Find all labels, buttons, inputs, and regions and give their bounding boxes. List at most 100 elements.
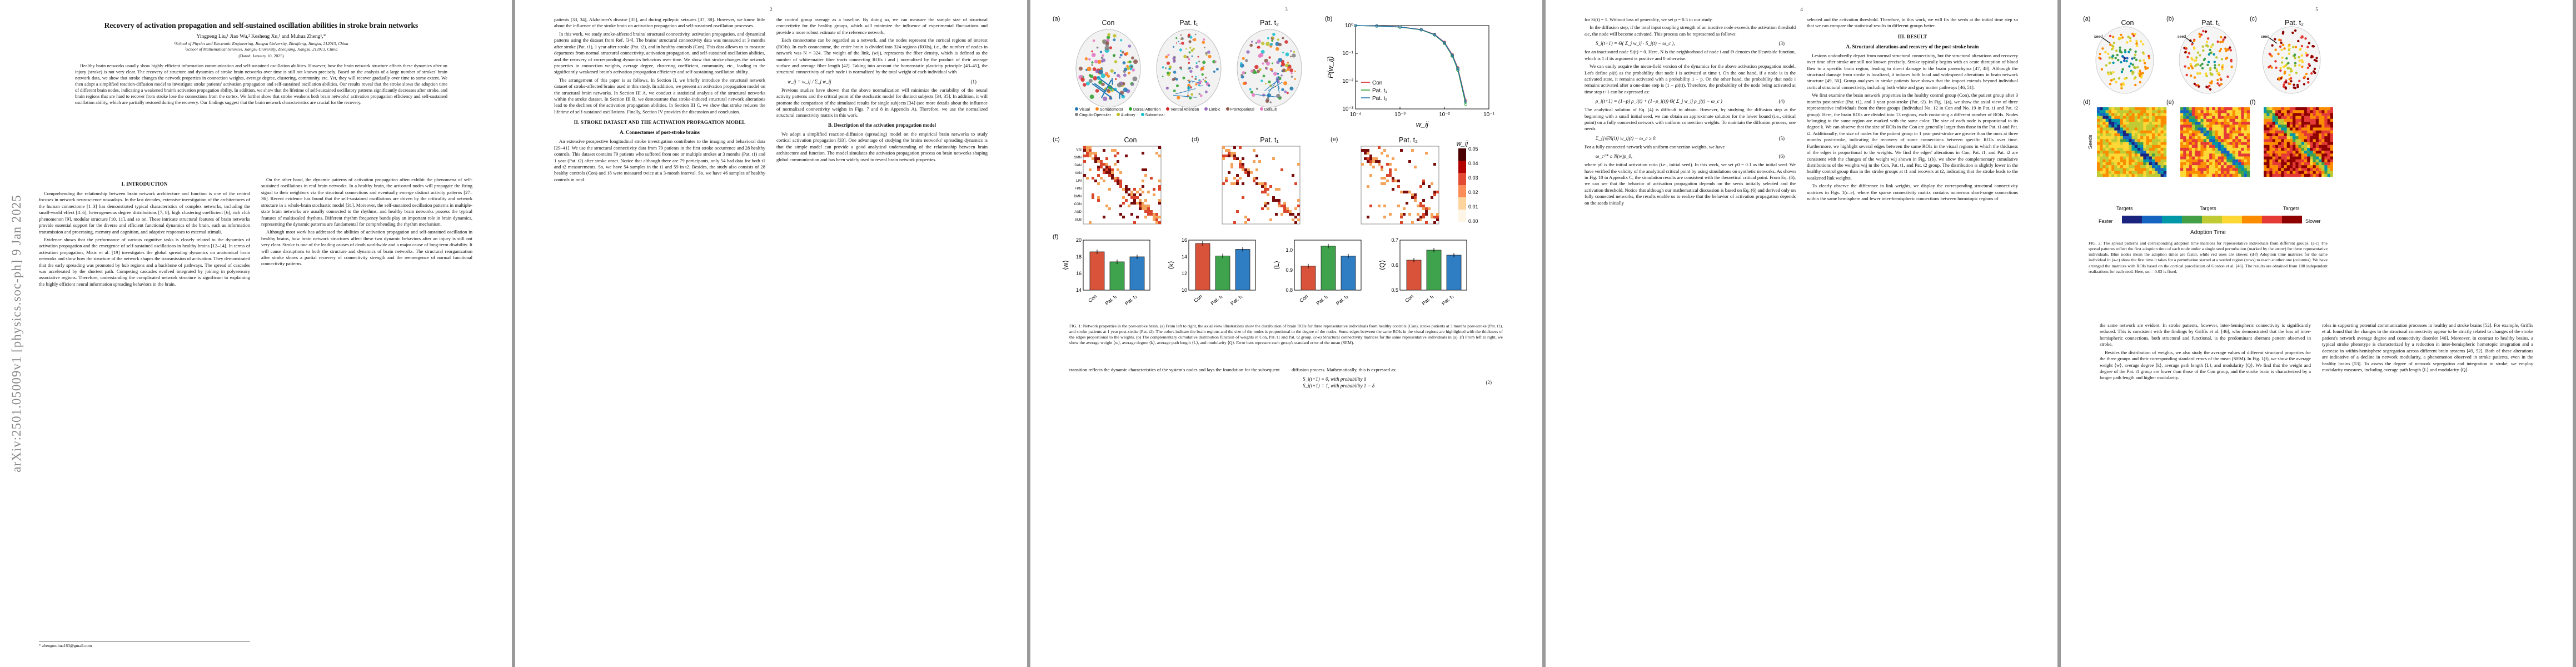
matrix-cell	[1233, 221, 1236, 224]
adoption-cell	[2143, 151, 2146, 154]
adoption-cell	[2203, 145, 2207, 148]
spread-node	[2268, 66, 2270, 69]
adoption-cell	[2232, 159, 2236, 163]
adoption-cell	[2321, 165, 2325, 168]
brain-node	[1085, 81, 1090, 86]
adoption-cell	[2313, 118, 2316, 122]
spread-node	[2282, 31, 2285, 33]
adoption-cell	[2122, 173, 2126, 177]
adoption-cell	[2146, 173, 2149, 177]
matrix-cell	[1369, 205, 1372, 207]
adoption-cell	[2100, 156, 2103, 160]
adoption-cell	[2281, 116, 2284, 120]
adoption-cell	[2286, 153, 2290, 157]
page-1: arXiv:2501.05009v1 [physics.soc-ph] 9 Ja…	[0, 0, 512, 667]
adoption-cell	[2186, 122, 2189, 125]
spread-node	[2195, 63, 2198, 66]
adoption-cell	[2122, 133, 2126, 137]
matrix-cell	[1383, 149, 1386, 152]
spread-node	[2191, 43, 2194, 46]
brain-node	[1105, 41, 1109, 45]
spread-node	[2201, 62, 2204, 66]
spread-node	[2218, 84, 2221, 87]
adoption-cell	[2293, 168, 2296, 171]
adoption-cell	[2143, 156, 2146, 160]
spread-node	[2288, 47, 2291, 51]
adoption-cell	[2146, 118, 2149, 122]
adoption-cell	[2218, 139, 2221, 142]
adoption-cell	[2278, 165, 2281, 168]
adoption-cell	[2114, 147, 2117, 151]
spread-node	[2294, 29, 2297, 32]
adoption-cell	[2307, 151, 2310, 154]
adoption-cell	[2200, 113, 2204, 116]
matrix-cell	[1117, 180, 1119, 182]
matrix-cell	[1114, 177, 1117, 180]
brain-node	[1175, 42, 1178, 44]
adoption-cell	[2114, 139, 2117, 142]
adoption-cell	[2307, 118, 2310, 122]
brain-node	[1113, 34, 1117, 38]
brain-node	[1078, 66, 1083, 71]
spread-node	[2122, 82, 2125, 85]
adoption-cell	[2198, 145, 2201, 148]
brain-node	[1172, 78, 1175, 81]
spread-node	[2270, 54, 2273, 58]
matrix-cell	[1267, 207, 1269, 210]
adoption-cell	[2126, 133, 2129, 137]
adoption-cell	[2218, 130, 2221, 134]
adoption-cell	[2238, 159, 2241, 163]
adoption-cell	[2186, 125, 2189, 128]
matrix-cell	[1400, 149, 1403, 152]
adoption-cell	[2122, 171, 2126, 174]
panel-label: (b)	[1325, 16, 1333, 22]
matrix-cell	[1386, 155, 1389, 157]
brain-node	[1129, 68, 1132, 71]
adoption-cell	[2218, 173, 2221, 177]
bar-y-label: ⟨k⟩	[1167, 261, 1175, 269]
adoption-cell	[2246, 133, 2250, 137]
brain-node	[1189, 96, 1192, 99]
adoption-cell	[2310, 125, 2313, 128]
adoption-cell	[2105, 171, 2109, 174]
brain-node	[1277, 72, 1279, 75]
adoption-cell	[2304, 168, 2308, 171]
brain-node	[1173, 71, 1177, 74]
matrix-cell	[1105, 171, 1108, 174]
adoption-cell	[2244, 151, 2247, 154]
matrix-cell	[1100, 160, 1103, 163]
equation-1: w_ij = w_ij / Σ_j w_ij (1)	[788, 78, 976, 84]
adoption-cell	[2200, 127, 2204, 131]
matrix-cell	[1269, 218, 1272, 221]
region-legend-item: Visual	[1075, 107, 1090, 112]
spread-node	[2294, 57, 2296, 59]
adoption-cell	[2215, 107, 2218, 111]
matrix-cell	[1147, 191, 1150, 193]
adoption-cell	[2160, 147, 2164, 151]
adoption-cell	[2281, 151, 2284, 154]
spread-node	[2308, 63, 2310, 66]
matrix-cell	[1142, 191, 1144, 193]
adoption-cell	[2304, 118, 2308, 122]
spread-node	[2306, 77, 2310, 80]
adoption-cell	[2149, 125, 2153, 128]
bar-y-tick: 14	[1076, 287, 1082, 293]
adoption-cell	[2229, 171, 2233, 174]
spread-node	[2136, 66, 2139, 69]
adoption-cell	[2120, 142, 2124, 145]
adoption-cell	[2264, 133, 2267, 137]
adoption-cell	[2146, 130, 2149, 134]
spread-node	[2206, 37, 2210, 40]
spread-node	[2209, 48, 2211, 51]
column-right: diffusion process. Mathematically, this …	[1292, 367, 1503, 391]
adoption-cell	[2226, 165, 2230, 168]
adoption-cell	[2097, 142, 2100, 145]
adoption-cell	[2180, 153, 2184, 157]
seed-arrow	[2269, 37, 2278, 44]
adoption-cell	[2224, 116, 2227, 120]
matrix-cell	[1267, 188, 1269, 191]
spread-node	[2190, 65, 2193, 68]
brain-node	[1122, 51, 1124, 54]
adoption-cell	[2151, 139, 2155, 142]
adoption-cell	[2203, 139, 2207, 142]
